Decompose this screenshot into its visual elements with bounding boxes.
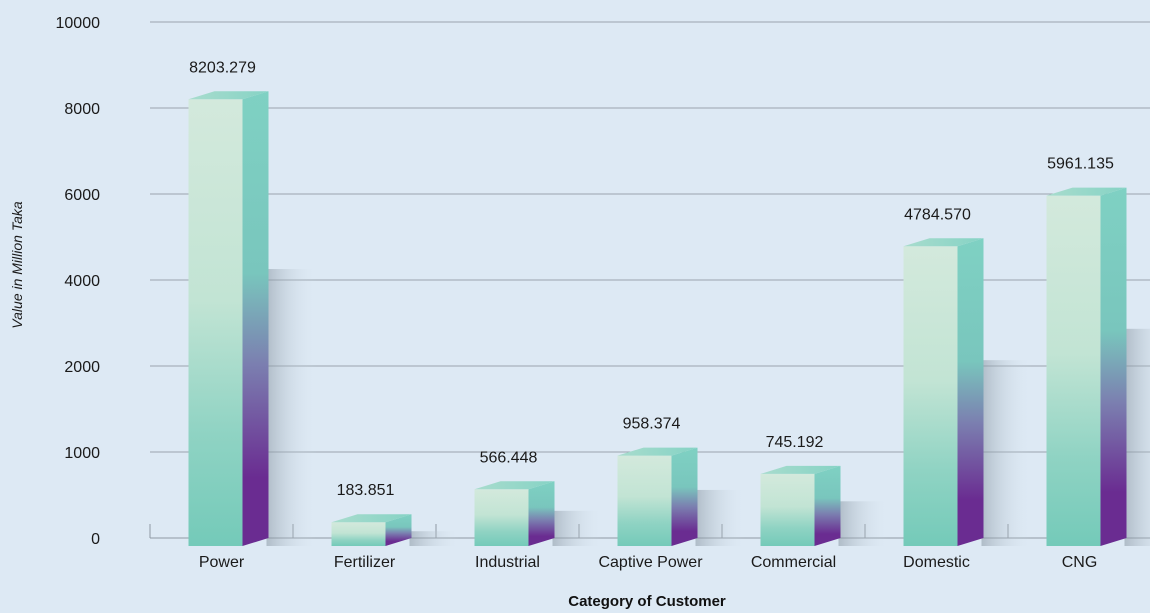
y-tick-label: 1000 [64,445,100,462]
bar-shadow [838,501,889,546]
bar [331,514,460,546]
value-label: 183.851 [337,482,395,499]
category-label: Fertilizer [334,554,396,571]
bar [474,481,603,546]
bar-shadow [409,531,460,546]
value-label: 4784.570 [904,206,971,223]
value-label: 5961.135 [1047,156,1114,173]
bar-side [242,91,269,546]
category-label: Industrial [475,554,540,571]
y-axis-label: Value in Million Taka [9,201,25,329]
category-label: Commercial [751,554,836,571]
bar-top [331,514,412,523]
category-label: Captive Power [598,554,703,571]
y-tick-label: 4000 [64,273,100,290]
bar-front [617,455,672,546]
bar-side [814,465,841,546]
value-label: 566.448 [480,449,538,466]
bar [903,238,1032,546]
bar [1046,187,1150,546]
bar-side [385,514,412,546]
bar-side [1100,187,1127,546]
bar-front [331,522,386,546]
bar-top [617,447,698,456]
bar [188,91,317,546]
bar-top [474,481,555,490]
bar-top [760,465,841,474]
bar-top [903,238,984,247]
bar-side [528,481,555,546]
bar-front [188,99,243,546]
y-tick-label: 10000 [56,15,101,32]
bar-side [957,238,984,546]
bar-front [1046,195,1101,546]
bar-front [760,473,815,546]
category-label: CNG [1062,554,1098,571]
bar-shadow [552,510,603,546]
bars [188,91,1150,546]
category-label: Domestic [903,554,970,571]
bar [760,465,889,546]
y-tick-label: 6000 [64,187,100,204]
value-label: 745.192 [766,434,824,451]
bar-side [671,447,698,546]
bar-shadow [695,489,746,546]
category-label: Power [199,554,245,571]
x-axis-label: Category of Customer [568,593,726,610]
bar-top [188,91,269,100]
bar-shadow [266,269,317,546]
value-labels: 8203.279 183.851 566.448 958.374 745.192 4784… [189,59,1114,499]
value-label: 958.374 [623,416,681,433]
value-label: 8203.279 [189,59,256,76]
y-axis-ticks: 0 1000 2000 4000 6000 8000 10000 [56,15,101,548]
bar-front [903,246,958,546]
y-tick-label: 0 [91,531,100,548]
bar [617,447,746,546]
y-tick-label: 2000 [64,359,100,376]
bar-shadow [981,360,1032,546]
y-tick-label: 8000 [64,101,100,118]
category-labels: Power Fertilizer Industrial Captive Power Co… [199,554,1097,571]
bar-shadow [1124,328,1150,546]
bar-front [474,489,529,546]
bar-top [1046,187,1127,196]
